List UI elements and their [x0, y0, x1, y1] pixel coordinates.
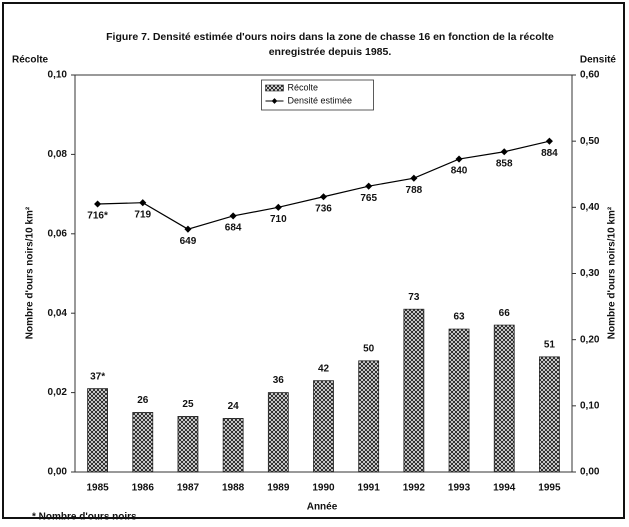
- line-annotation: 710: [270, 214, 287, 225]
- x-tick-label: 1986: [132, 483, 155, 494]
- line-annotation: 716*: [87, 211, 108, 222]
- line-annotation: 719: [134, 209, 151, 220]
- bar: [313, 380, 334, 473]
- x-tick-label: 1992: [403, 483, 426, 494]
- line-marker: [139, 199, 147, 207]
- line-annotation: 684: [225, 223, 242, 234]
- bar: [177, 416, 199, 473]
- x-tick-label: 1987: [177, 483, 200, 494]
- x-tick-label: 1990: [312, 483, 335, 494]
- line-marker: [229, 212, 237, 220]
- line-marker: [455, 155, 463, 163]
- x-tick-label: 1994: [493, 483, 516, 494]
- x-tick-label: 1993: [448, 483, 471, 494]
- bar-annotation: 73: [408, 292, 420, 303]
- y2-tick-label: 0,20: [580, 334, 600, 345]
- y-tick-label: 0,10: [48, 70, 68, 81]
- line-annotation: 840: [451, 166, 468, 177]
- y2-tick-label: 0,50: [580, 136, 600, 147]
- x-tick-label: 1988: [222, 483, 245, 494]
- line-marker: [365, 182, 373, 190]
- line: [97, 140, 550, 230]
- bar-annotation: 66: [499, 308, 511, 319]
- bar-annotation: 25: [182, 399, 194, 410]
- line-annotation: 649: [180, 236, 197, 247]
- chart-title: Figure 7. Densité estimée d'ours noirs d…: [106, 31, 554, 58]
- bar: [493, 324, 515, 473]
- legend-swatch: [265, 84, 284, 92]
- bar-annotation: 37*: [90, 371, 105, 382]
- y2-axis-label: Densité: [580, 55, 617, 66]
- bar-annotation: 36: [273, 375, 285, 386]
- legend-label: Récolte: [288, 82, 319, 92]
- line-annotation: 736: [315, 203, 332, 214]
- footnote: * Nombre d'ours noirs: [32, 512, 137, 523]
- bar-annotation: 63: [453, 312, 465, 323]
- legend-label: Densité estimée: [288, 95, 353, 105]
- line-marker: [94, 200, 102, 208]
- bar-annotation: 51: [544, 340, 556, 351]
- x-tick-label: 1989: [267, 483, 290, 494]
- x-tick-label: 1985: [86, 483, 109, 494]
- line-annotation: 765: [360, 193, 377, 204]
- line-marker: [410, 174, 418, 182]
- line-marker: [184, 225, 192, 233]
- y-axis-label: Récolte: [12, 55, 49, 66]
- y2-tick-label: 0,40: [580, 202, 600, 213]
- x-tick-label: 1991: [358, 483, 381, 494]
- y2-tick-label: 0,10: [580, 400, 600, 411]
- line-marker: [274, 203, 282, 211]
- y-tick-label: 0,08: [48, 149, 68, 160]
- x-axis-title: Année: [307, 502, 338, 513]
- line-marker: [500, 148, 508, 156]
- y2-tick-label: 0,00: [580, 467, 600, 478]
- bar: [539, 356, 560, 473]
- bar: [267, 392, 289, 473]
- line-annotation: 858: [496, 158, 513, 169]
- y-axis-title: Nombre d'ours noirs/10 km²: [25, 206, 36, 339]
- bar: [222, 418, 244, 473]
- bar-annotation: 50: [363, 343, 375, 354]
- bar: [132, 412, 154, 473]
- bar: [403, 308, 425, 473]
- line-marker: [545, 137, 553, 145]
- y2-tick-label: 0,30: [580, 268, 600, 279]
- bar-annotation: 42: [318, 363, 330, 374]
- line-marker: [319, 193, 328, 201]
- y-tick-label: 0,04: [48, 308, 68, 319]
- bar-annotation: 26: [137, 395, 149, 406]
- y-tick-label: 0,02: [48, 387, 68, 398]
- y2-axis-title: Nombre d'ours noirs/10 km²: [607, 206, 618, 339]
- y2-tick-label: 0,60: [580, 70, 600, 81]
- y-tick-label: 0,00: [48, 467, 68, 478]
- legend-swatch-marker: [271, 98, 278, 104]
- bar: [87, 388, 108, 473]
- line-annotation: 788: [406, 185, 423, 196]
- frame: [2, 2, 625, 519]
- bar: [358, 360, 380, 473]
- x-tick-label: 1995: [538, 483, 561, 494]
- y-tick-label: 0,06: [48, 228, 68, 239]
- bar-annotation: 24: [228, 401, 240, 412]
- line-annotation: 884: [541, 148, 558, 159]
- bar: [448, 328, 470, 473]
